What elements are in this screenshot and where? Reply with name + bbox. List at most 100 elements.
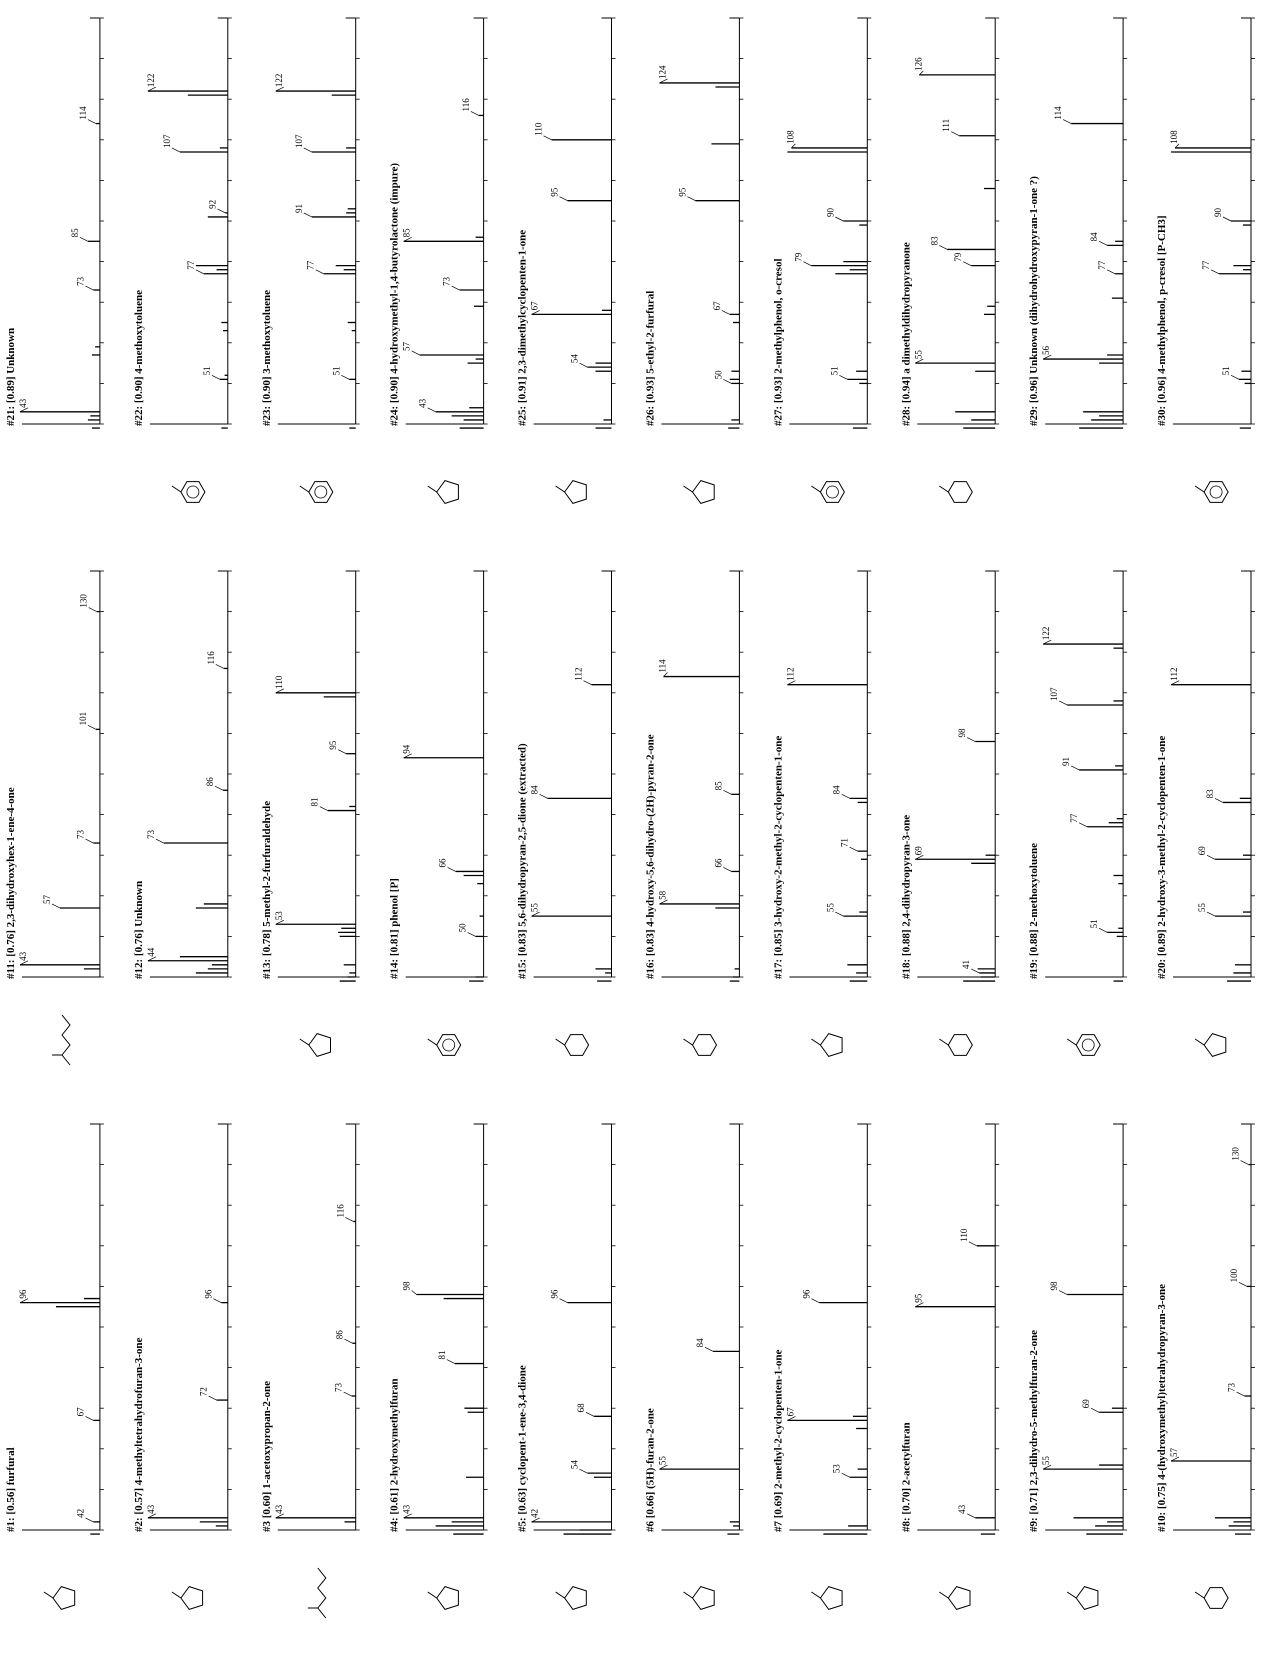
structure-drawing bbox=[811, 1033, 843, 1057]
spectrum-2: #2: [0.57] 4-methyltetrahydrofuran-3-one… bbox=[133, 1123, 232, 1610]
spectrum-title: #15: [0.83] 5,6-dihydropyran-2,5-dione (… bbox=[517, 743, 529, 979]
label-leader bbox=[147, 86, 157, 92]
peak-label: 100 bbox=[1229, 1268, 1239, 1282]
spectrum-28: #28: [0.94] a dimethyldihydropyranone 55 7… bbox=[900, 17, 1000, 503]
structure-drawing bbox=[683, 1586, 715, 1610]
label-leader bbox=[1059, 1290, 1068, 1295]
structure-drawing bbox=[939, 1034, 973, 1056]
spectrum-title: #8: [0.70] 2-acetylfuran bbox=[900, 1422, 912, 1532]
label-leader bbox=[147, 956, 157, 962]
peak-label: 69 bbox=[913, 846, 923, 856]
peak-label: 110 bbox=[534, 122, 544, 136]
label-leader bbox=[791, 143, 796, 149]
peak-label: 98 bbox=[402, 1281, 412, 1291]
spectrum-title: #26: [0.93] 5-ethyl-2-furfural bbox=[645, 291, 657, 426]
spectrum-title: #17: [0.85] 3-hydroxy-2-methyl-2-cyclope… bbox=[772, 736, 784, 979]
label-leader bbox=[275, 688, 284, 694]
peak-label: 85 bbox=[70, 228, 80, 238]
label-leader bbox=[531, 310, 540, 315]
label-leader bbox=[1070, 765, 1080, 771]
peak-label: 107 bbox=[294, 134, 304, 148]
label-leader bbox=[337, 749, 347, 755]
label-leader bbox=[1059, 700, 1068, 706]
label-leader bbox=[403, 753, 412, 759]
spectrum-4: #4: [0.61] 2-hydroxymethylfuran 43 81 98 bbox=[389, 1123, 488, 1610]
structure-drawing bbox=[299, 481, 334, 503]
peak-label: 90 bbox=[1213, 208, 1223, 218]
spectrum-title: #1: [0.56] furfural bbox=[5, 1447, 17, 1532]
label-leader bbox=[195, 269, 204, 275]
peak-label: 96 bbox=[203, 1289, 213, 1299]
peak-label: 101 bbox=[78, 712, 88, 726]
label-leader bbox=[723, 789, 732, 795]
label-leader bbox=[1240, 1160, 1249, 1165]
peak-label: 53 bbox=[274, 911, 284, 921]
label-leader bbox=[963, 261, 972, 266]
label-leader bbox=[155, 838, 165, 844]
spectrum-title: #16: [0.83] 4-hydroxy-5,6-dihydro-(2H)-p… bbox=[645, 734, 657, 979]
peak-label: 67 bbox=[76, 1407, 86, 1417]
spectrum-6: #6 [0.66] (5H)-furan-2-one 55 84 bbox=[645, 1123, 744, 1610]
peak-label: 81 bbox=[310, 798, 320, 807]
peak-label: 68 bbox=[576, 1403, 586, 1413]
peak-label: 57 bbox=[42, 894, 52, 904]
label-leader bbox=[1043, 354, 1052, 360]
peak-label: 92 bbox=[207, 200, 217, 209]
structure-drawing bbox=[299, 1033, 331, 1057]
label-leader bbox=[85, 285, 94, 291]
spectrum-title: #4: [0.61] 2-hydroxymethylfuran bbox=[389, 1379, 401, 1532]
label-leader bbox=[208, 1395, 217, 1401]
label-leader bbox=[968, 1241, 977, 1247]
spectrum-title: #20: [0.89] 2-hydroxy-3-methyl-2-cyclope… bbox=[1156, 736, 1168, 979]
spectrum-title: #25: [0.91] 2,3-dimethylcyclopenten-1-on… bbox=[517, 230, 529, 426]
label-leader bbox=[1230, 375, 1240, 380]
label-leader bbox=[315, 269, 324, 275]
label-leader bbox=[1170, 680, 1180, 685]
label-leader bbox=[939, 245, 948, 250]
peak-label: 86 bbox=[335, 1330, 345, 1340]
label-leader bbox=[1174, 143, 1180, 149]
spectrum-title: #10: [0.75] 4-(hydroxymethyl)tetrahydrop… bbox=[1156, 1284, 1168, 1532]
label-leader bbox=[659, 78, 668, 84]
peak-label: 116 bbox=[335, 1204, 345, 1218]
label-leader bbox=[303, 212, 312, 218]
label-leader bbox=[915, 854, 924, 860]
peak-label: 116 bbox=[206, 651, 216, 665]
spectrum-10: #10: [0.75] 4-(hydroxymethyl)tetrahydrop… bbox=[1156, 1123, 1255, 1609]
label-leader bbox=[1043, 1464, 1052, 1470]
label-leader bbox=[1238, 1282, 1248, 1287]
spectrum-30: #30: [0.96] 4-methylphenol, p-cresol [P-… bbox=[1156, 17, 1255, 503]
peak-label: 55 bbox=[913, 350, 923, 360]
peak-label: 73 bbox=[146, 830, 156, 840]
peak-label: 73 bbox=[1227, 1383, 1237, 1393]
label-leader bbox=[1106, 269, 1116, 275]
peak-label: 44 bbox=[146, 947, 156, 957]
peak-label: 114 bbox=[1053, 106, 1063, 120]
peak-label: 54 bbox=[570, 1460, 580, 1470]
peak-label: 81 bbox=[437, 1351, 447, 1360]
peak-label: 130 bbox=[1231, 1147, 1241, 1161]
label-leader bbox=[19, 1298, 29, 1303]
label-leader bbox=[215, 664, 224, 669]
peak-label: 73 bbox=[76, 277, 86, 287]
label-leader bbox=[704, 1347, 714, 1352]
peak-label: 95 bbox=[550, 187, 560, 197]
peak-label: 73 bbox=[334, 1383, 344, 1393]
peak-label: 56 bbox=[1041, 346, 1051, 356]
peak-label: 86 bbox=[205, 777, 215, 787]
peak-label: 43 bbox=[146, 1504, 156, 1514]
label-leader bbox=[85, 1416, 94, 1421]
label-leader bbox=[1090, 1407, 1100, 1413]
spectrum-17: #17: [0.85] 3-hydroxy-2-methyl-2-cyclope… bbox=[772, 570, 872, 1057]
peak-label: 43 bbox=[402, 1504, 412, 1514]
peak-label: 67 bbox=[712, 301, 722, 311]
label-leader bbox=[919, 70, 924, 76]
spectrum-26: #26: [0.93] 5-ethyl-2-furfural 50 67 95 124 bbox=[645, 17, 744, 504]
label-leader bbox=[470, 111, 479, 116]
label-leader bbox=[451, 285, 460, 291]
peak-label: 55 bbox=[658, 1456, 668, 1466]
peak-label: 58 bbox=[658, 890, 668, 900]
